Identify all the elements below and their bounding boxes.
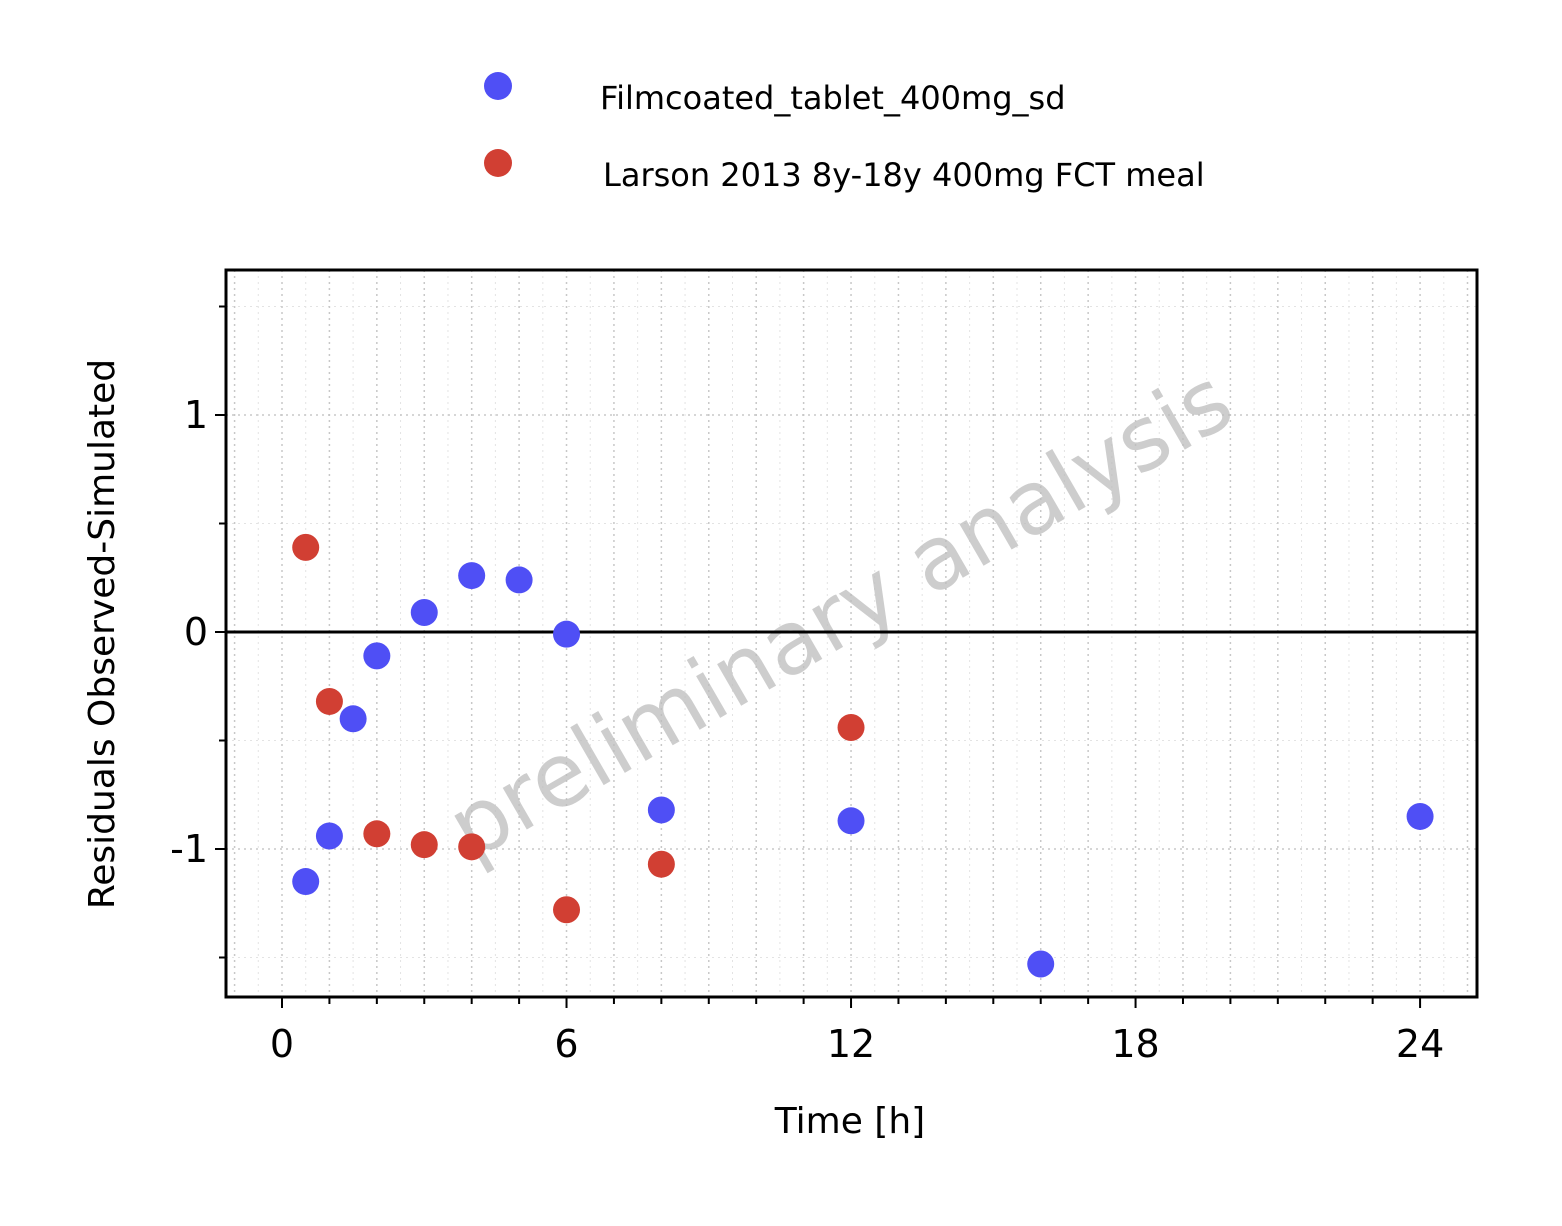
- data-point-series-1: [315, 687, 343, 715]
- x-tick-label: 18: [1111, 1022, 1159, 1066]
- data-point-series-0: [339, 705, 367, 733]
- y-tick-label: -1: [170, 827, 208, 871]
- data-point-series-0: [647, 796, 675, 824]
- data-point-series-0: [1027, 950, 1055, 978]
- y-axis-tick-labels: -1 0 1: [170, 393, 208, 871]
- y-axis-ticks: [215, 305, 226, 959]
- data-point-series-0: [1406, 802, 1434, 830]
- data-point-series-0: [315, 822, 343, 850]
- data-point-series-0: [553, 620, 581, 648]
- data-point-series-1: [647, 850, 675, 878]
- data-point-series-0: [363, 642, 391, 670]
- legend-label-series-1: Larson 2013 8y-18y 400mg FCT meal: [603, 156, 1205, 194]
- watermark-text: preliminary analysis: [431, 348, 1249, 880]
- data-point-series-0: [837, 807, 865, 835]
- data-point-series-1: [410, 831, 438, 859]
- legend-label-series-0: Filmcoated_tablet_400mg_sd: [600, 79, 1066, 117]
- x-axis-ticks: [281, 997, 1422, 1008]
- data-points: [292, 533, 1434, 978]
- legend-marker-series-1: [484, 149, 512, 177]
- x-tick-label: 0: [270, 1022, 294, 1066]
- x-tick-label: 12: [827, 1022, 875, 1066]
- data-point-series-1: [292, 533, 320, 561]
- data-point-series-0: [505, 566, 533, 594]
- data-point-series-0: [458, 562, 486, 590]
- y-axis-title: Residuals Observed-Simulated: [82, 359, 123, 909]
- data-point-series-1: [553, 896, 581, 924]
- major-gridlines: [226, 270, 1477, 997]
- x-tick-label: 24: [1396, 1022, 1444, 1066]
- data-point-series-1: [458, 833, 486, 861]
- y-tick-label: 1: [184, 393, 208, 437]
- x-tick-label: 6: [554, 1022, 578, 1066]
- data-point-series-1: [837, 713, 865, 741]
- data-point-series-0: [292, 868, 320, 896]
- x-axis-title: Time [h]: [774, 1101, 925, 1142]
- x-axis-tick-labels: 0 6 12 18 24: [270, 1022, 1444, 1066]
- legend: Filmcoated_tablet_400mg_sd Larson 2013 8…: [484, 72, 1205, 194]
- y-tick-label: 0: [184, 610, 208, 654]
- legend-marker-series-0: [484, 72, 512, 100]
- data-point-series-0: [410, 598, 438, 626]
- data-point-series-1: [363, 820, 391, 848]
